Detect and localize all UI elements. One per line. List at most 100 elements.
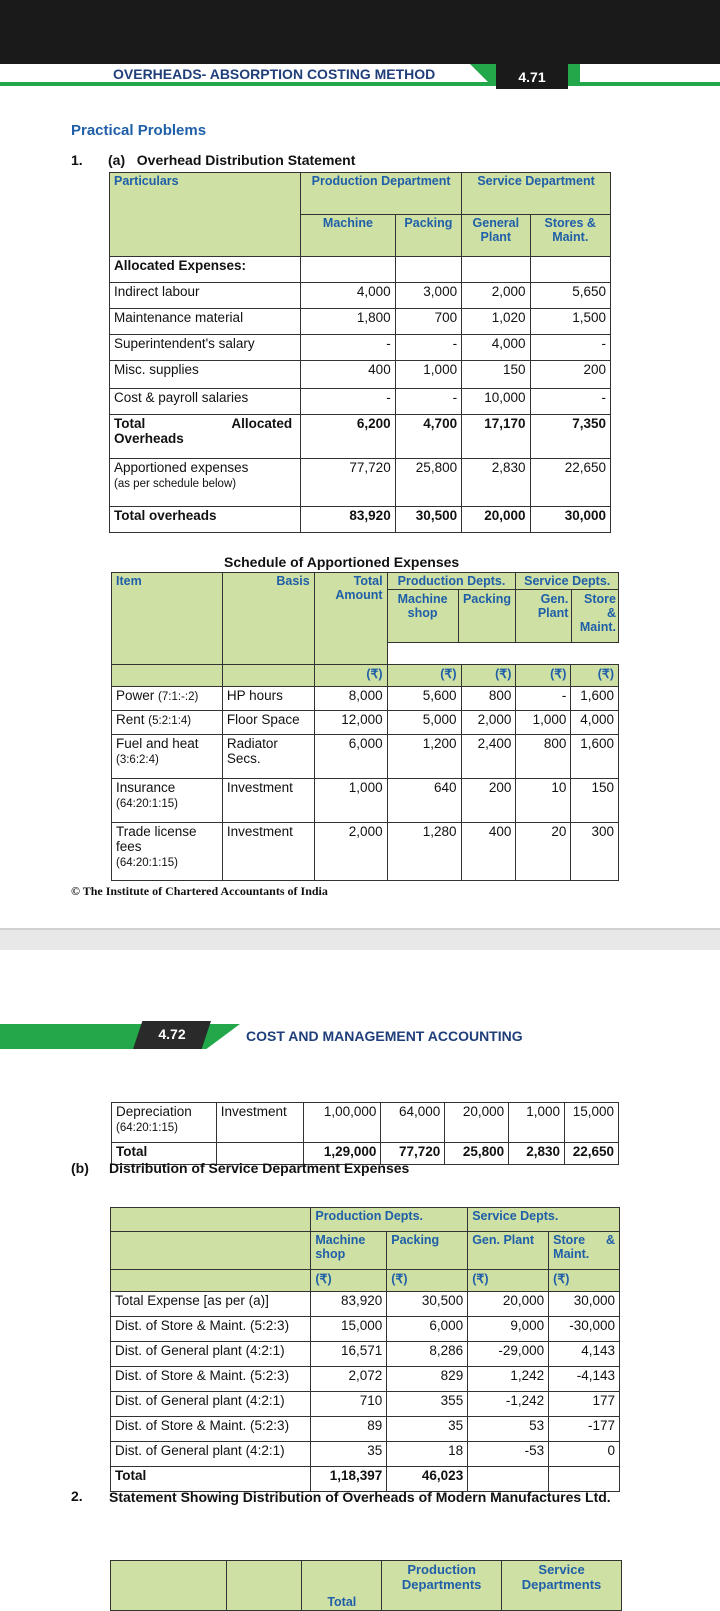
col-header-production: Production Departments <box>381 1560 503 1611</box>
table-row: Dist. of Store & Maint. (5:2:3) 89 35 53… <box>109 1416 620 1442</box>
col-header-particulars: Particulars <box>108 172 302 257</box>
col-header-production: Production Department <box>300 172 463 215</box>
question-2-heading: Statement Showing Distribution of Overhe… <box>109 1489 611 1505</box>
cell: 1,600 <box>570 734 619 779</box>
row-label: Dist. of Store & Maint. (5:2:3) <box>109 1416 312 1442</box>
cell: 6,200 <box>300 414 396 459</box>
page-number: 4.71 <box>518 69 546 85</box>
cell: 17,170 <box>461 414 531 459</box>
footer-copyright: © The Institute of Chartered Accountants… <box>71 884 328 898</box>
cell: 3,000 <box>394 282 463 309</box>
col-header-service: Service Depts. <box>467 1207 620 1232</box>
table-row: Dist. of General plant (4:2:1) 35 18 -53… <box>109 1441 620 1467</box>
col-header-store: Store & Maint. <box>579 592 616 634</box>
cell: 5,000 <box>386 710 462 735</box>
cell: 15,000 <box>563 1102 620 1143</box>
table-row: Cost & payroll salaries - - 10,000 - <box>108 388 611 415</box>
section-title: Practical Problems <box>71 122 207 139</box>
row-label: Cost & payroll salaries <box>108 388 302 415</box>
cell: 4,143 <box>548 1341 620 1367</box>
row-label: Superintendent's salary <box>108 334 302 361</box>
col-header-service: Service Depts. Gen. Plant Store & Maint. <box>515 572 619 643</box>
cell: 1,200 <box>386 734 462 779</box>
q2-table: Total Production Departments Service Dep… <box>110 1560 622 1611</box>
table-row: Total Expense [as per (a)] 83,920 30,500… <box>109 1291 620 1317</box>
cell: 30,500 <box>394 506 463 533</box>
col-header-production: Production Depts. <box>310 1207 469 1232</box>
cell: 2,400 <box>460 734 517 779</box>
rupee-label: (₹) <box>570 664 619 687</box>
cell: 10,000 <box>461 388 531 415</box>
table-row: Superintendent's salary - - 4,000 - <box>108 334 611 361</box>
table-row: Insurance (64:20:1:15) Investment 1,000 6… <box>111 778 619 823</box>
cell: 20 <box>515 822 572 881</box>
cell: - <box>300 334 396 361</box>
page-number-box <box>496 64 568 89</box>
cell: 4,000 <box>461 334 531 361</box>
cell: 6,000 <box>313 734 388 779</box>
col-header-packing: Packing <box>386 1231 469 1270</box>
running-header-title: OVERHEADS- ABSORPTION COSTING METHOD <box>113 66 436 82</box>
rupee-label: (₹) <box>310 1269 388 1292</box>
cell: -53 <box>467 1441 550 1467</box>
cell: 1,000 <box>515 710 572 735</box>
table-row: Dist. of Store & Maint. (5:2:3) 2,072 82… <box>109 1366 620 1392</box>
basis-cell: Investment <box>221 778 315 823</box>
cell: 400 <box>460 822 517 881</box>
cell: 35 <box>310 1441 388 1467</box>
rupee-row: (₹) (₹) (₹) (₹) (₹) <box>111 664 619 687</box>
cell: 2,830 <box>508 1142 565 1165</box>
header-rule <box>0 82 720 86</box>
row-label: Fuel and heat (3:6:2:4) <box>111 734 223 779</box>
rupee-label: (₹) <box>460 664 517 687</box>
production-depts-label: Production Depts. <box>387 573 516 590</box>
row-label: Indirect labour <box>108 282 302 309</box>
cell: 355 <box>386 1391 469 1417</box>
cell: 1,00,000 <box>302 1102 382 1143</box>
cell: -4,143 <box>548 1366 620 1392</box>
cell: 829 <box>386 1366 469 1392</box>
page-gap <box>0 930 720 950</box>
blank-header <box>109 1207 312 1232</box>
cell: -30,000 <box>548 1316 620 1342</box>
cell: 64,000 <box>380 1102 446 1143</box>
cell: 18 <box>386 1441 469 1467</box>
basis-cell: Investment <box>215 1102 304 1143</box>
part-b-title: Distribution of Service Department Expen… <box>109 1160 410 1176</box>
cell: - <box>394 334 463 361</box>
cell: 8,286 <box>386 1341 469 1367</box>
cell: 8,000 <box>313 686 388 711</box>
rupee-label: (₹) <box>313 664 388 687</box>
cell: 30,500 <box>386 1291 469 1317</box>
basis-cell: Radiator Secs. <box>221 734 315 779</box>
row-label: Misc. supplies <box>108 360 302 389</box>
col-header-item: Item <box>111 572 223 665</box>
col-header-total: Total <box>301 1560 383 1611</box>
cell: 1,242 <box>467 1366 550 1392</box>
table-row: Depreciation (64:20:1:15) Investment 1,00… <box>111 1102 620 1143</box>
page-divider <box>0 928 720 930</box>
cell: 2,000 <box>461 282 531 309</box>
overhead-distribution-table: Particulars Production Department Servic… <box>108 172 611 533</box>
col-header-stores-maint: Stores & Maint. <box>529 214 611 257</box>
cell: 83,920 <box>310 1291 388 1317</box>
cell: 640 <box>386 778 462 823</box>
cell: 4,000 <box>300 282 396 309</box>
row-label: Total overheads <box>108 506 302 533</box>
row-label: Total <box>109 1466 312 1492</box>
cell: 1,280 <box>386 822 462 881</box>
cell: 20,000 <box>467 1291 550 1317</box>
cell: 1,020 <box>461 308 531 335</box>
cell: 4,000 <box>570 710 619 735</box>
cell: 1,000 <box>508 1102 565 1143</box>
row-label: Trade license fees (64:20:1:15) <box>111 822 223 881</box>
row-label: Rent (5:2:1:4) <box>111 710 223 735</box>
rupee-label: (₹) <box>386 1269 469 1292</box>
row-label: Dist. of General plant (4:2:1) <box>109 1341 312 1367</box>
cell: 6,000 <box>386 1316 469 1342</box>
row-label: Dist. of General plant (4:2:1) <box>109 1391 312 1417</box>
cell <box>548 1466 620 1492</box>
cell: 1,18,397 <box>310 1466 388 1492</box>
row-label: Maintenance material <box>108 308 302 335</box>
cell: -177 <box>548 1416 620 1442</box>
